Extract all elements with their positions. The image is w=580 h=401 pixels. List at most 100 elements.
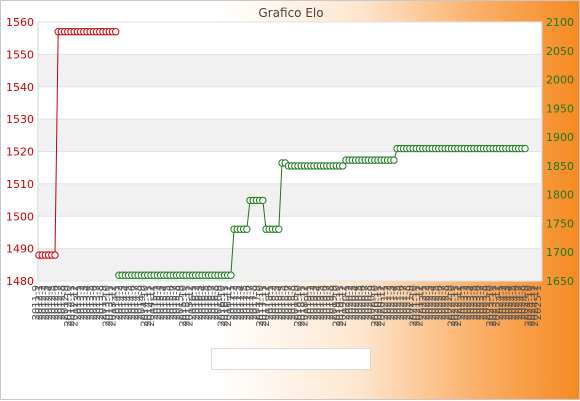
x-tick-label: 2013-8 — [95, 285, 106, 320]
x-tick-label: 2013-6 — [89, 285, 100, 320]
x-tick-label: 2022-10 — [447, 285, 458, 327]
x-tick-label: 2018-8 — [287, 285, 298, 320]
x-tick-label: 2016-3 — [194, 285, 205, 320]
x-tick-label: 2016-7 — [207, 285, 218, 320]
x-tick-label: 2023-12 — [491, 285, 502, 327]
x-tick-label: 2020-11 — [373, 285, 384, 327]
y-right-tick-label: 1700 — [546, 246, 574, 259]
x-tick-label: 2014-8 — [133, 285, 144, 320]
x-tick-label: 2014-5 — [124, 285, 135, 320]
x-tick-label: 2018-9 — [290, 285, 301, 320]
x-tick-label: 2014-2 — [114, 285, 125, 320]
x-tick-label: 2021-1 — [380, 285, 391, 320]
x-tick-label: 2024-1 — [495, 285, 506, 320]
x-tick-label: 2017-2 — [229, 285, 240, 320]
x-tick-label: 2017-11 — [258, 285, 269, 327]
x-tick-label: 2015-8 — [172, 285, 183, 320]
y-left-tick-label: 1530 — [6, 113, 34, 126]
x-tick-label: 2014-6 — [127, 285, 138, 320]
x-tick-label: 2024-2 — [498, 285, 509, 320]
x-tick-label: 2022-2 — [421, 285, 432, 320]
x-tick-label: 2017-7 — [245, 285, 256, 320]
x-tick-label: 2023-7 — [475, 285, 486, 320]
x-tick-label: 2018-10 — [293, 285, 304, 327]
x-tick-label: 2021-10 — [408, 285, 419, 327]
x-tick-label: 2014-10 — [140, 285, 151, 327]
x-tick-label: 2020-2 — [344, 285, 355, 320]
x-tick-label: 2019-11 — [335, 285, 346, 327]
x-tick-label: 2018-1 — [264, 285, 275, 320]
x-tick-label: 2020-6 — [357, 285, 368, 320]
x-tick-label: 2016-8 — [210, 285, 221, 320]
x-tick-label: 2022-8 — [440, 285, 451, 320]
x-tick-label: 2017-8 — [248, 285, 259, 320]
x-tick-label: 2023-4 — [466, 285, 477, 320]
x-tick-label: 2015-5 — [162, 285, 173, 320]
y-right-tick-label: 2000 — [546, 74, 574, 87]
x-tick-label: 2021-7 — [399, 285, 410, 320]
y-right-tick-label: 1900 — [546, 131, 574, 144]
y-right-tick-label: 2050 — [546, 45, 574, 58]
y-left-tick-label: 1510 — [6, 178, 34, 191]
x-tick-label: 2017-4 — [236, 285, 247, 320]
x-tick-label: 2022-3 — [424, 285, 435, 320]
x-tick-label: 2025-1 — [533, 285, 544, 320]
x-tick-label: 2015-12 — [184, 285, 195, 327]
x-tick-label: 2013-11 — [105, 285, 116, 327]
x-tick-label: 2017-5 — [239, 285, 250, 320]
x-tick-label: 2020-1 — [341, 285, 352, 320]
x-tick-label: 2024-12 — [530, 285, 541, 327]
x-tick-label: 2023-11 — [488, 285, 499, 327]
data-point — [51, 251, 59, 259]
x-tick-label: 2012-8 — [57, 285, 68, 320]
x-tick-label: 2013-10 — [101, 285, 112, 327]
data-point — [243, 225, 251, 233]
y-right-tick-label: 2100 — [546, 16, 574, 29]
x-tick-label: 2021-11 — [411, 285, 422, 327]
x-tick-label: 2018-7 — [284, 285, 295, 320]
x-tick-label: 2018-3 — [271, 285, 282, 320]
x-tick-label: 2024-8 — [517, 285, 528, 320]
x-tick-label: 2016-6 — [204, 285, 215, 320]
x-tick-label: 2018-6 — [280, 285, 291, 320]
x-tick-label: 2016-5 — [200, 285, 211, 320]
x-tick-label: 2014-3 — [117, 285, 128, 320]
data-point — [259, 196, 267, 205]
x-tick-label: 2021-4 — [389, 285, 400, 320]
x-tick-label: 2020-3 — [348, 285, 359, 320]
x-tick-label: 2012-4 — [44, 285, 55, 320]
x-tick-label: 2021-3 — [386, 285, 397, 320]
x-tick-label: 2018-11 — [296, 285, 307, 327]
x-tick-label: 2022-5 — [431, 285, 442, 320]
x-tick-label: 2023-1 — [456, 285, 467, 320]
data-point — [275, 225, 283, 233]
data-point — [112, 28, 120, 36]
x-tick-label: 2017-6 — [242, 285, 253, 320]
x-tick-label: 2016-10 — [216, 285, 227, 327]
x-tick-label: 2014-7 — [130, 285, 141, 320]
x-tick-label: 2023-6 — [472, 285, 483, 320]
x-tick-label: 2012-1 — [34, 285, 45, 320]
x-tick-label: 2019-2 — [306, 285, 317, 320]
x-tick-label: 2022-7 — [437, 285, 448, 320]
x-tick-label: 2013-4 — [82, 285, 93, 320]
x-tick-label: 2023-3 — [463, 285, 474, 320]
data-point — [339, 162, 347, 170]
x-tick-label: 2013-5 — [85, 285, 96, 320]
x-tick-label: 2024-4 — [504, 285, 515, 320]
y-left-tick-label: 1500 — [6, 210, 34, 223]
x-tick-label: 2021-9 — [405, 285, 416, 320]
x-tick-label: 2014-9 — [137, 285, 148, 320]
x-tick-label: 2024-11 — [527, 285, 538, 327]
x-tick-label: 2011-9 — [31, 285, 42, 320]
x-tick-label: 2016-9 — [213, 285, 224, 320]
x-tick-label: 2014-4 — [121, 285, 132, 320]
y-right-tick-label: 1800 — [546, 189, 574, 202]
data-point — [390, 156, 398, 164]
x-tick-label: 2021-8 — [402, 285, 413, 320]
y-right-tick-label: 1650 — [546, 275, 574, 288]
x-tick-label: 2012-5 — [47, 285, 58, 320]
y-left-tick-label: 1520 — [6, 146, 34, 159]
x-tick-label: 2022-12 — [453, 285, 464, 327]
